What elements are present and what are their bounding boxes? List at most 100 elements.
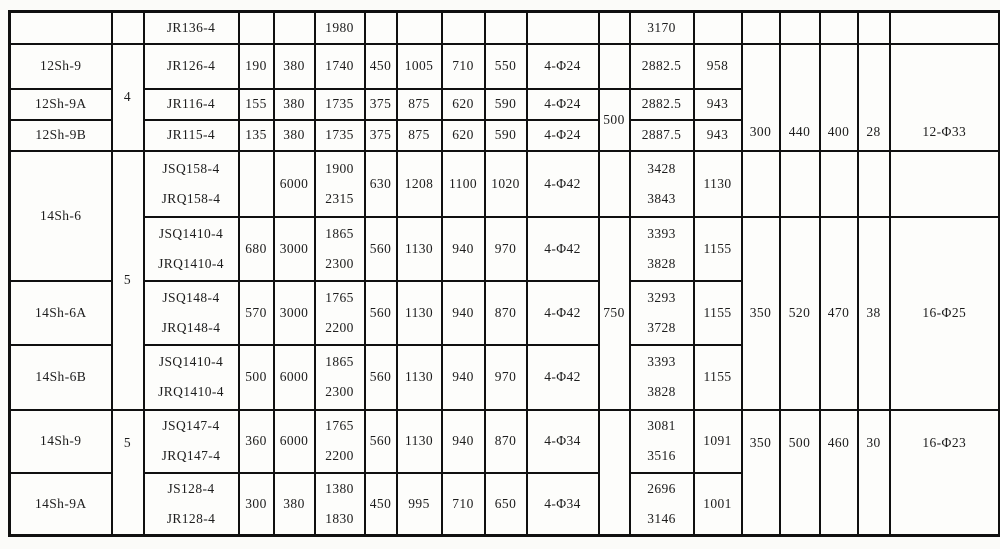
table-cell: 4-Φ42 bbox=[525, 279, 600, 346]
table-cell: 12Sh-9 bbox=[8, 42, 113, 90]
table-cell bbox=[597, 10, 631, 45]
table-cell: 450 bbox=[363, 42, 398, 90]
table-cell: 500 bbox=[237, 343, 275, 411]
table-cell: 14Sh-6B bbox=[8, 343, 113, 411]
table-cell: 4-Φ24 bbox=[525, 42, 600, 90]
table-cell: 4 bbox=[110, 42, 145, 152]
table-cell: 560 bbox=[363, 408, 398, 474]
table-cell: 958 bbox=[692, 42, 743, 90]
table-cell: 350 bbox=[740, 215, 781, 411]
table-row: 14Sh-9 5 JSQ147-4 JRQ147-4 360 6000 1765… bbox=[8, 408, 1000, 537]
table-cell: 1380 1830 bbox=[313, 471, 366, 537]
table-cell bbox=[856, 10, 891, 45]
table-cell: 155 bbox=[237, 87, 275, 121]
table-cell: 14Sh-9A bbox=[8, 471, 113, 537]
table-row: JSQ1410-4 JRQ1410-4 680 3000 1865 2300 5… bbox=[10, 215, 1000, 411]
table-row: 12Sh-9B JR115-4 135 380 1735 375 875 620… bbox=[8, 118, 1000, 152]
table-cell: 520 bbox=[778, 215, 821, 411]
table-cell: 460 bbox=[818, 408, 859, 537]
table-row: 12Sh-9 4 JR126-4 190 380 1740 450 1005 7… bbox=[8, 42, 1000, 152]
table-cell: JS128-4 JR128-4 bbox=[142, 471, 240, 537]
table-cell bbox=[597, 149, 631, 218]
table-cell: 5 bbox=[110, 408, 145, 537]
table-cell: 4-Φ24 bbox=[525, 87, 600, 121]
table-cell bbox=[888, 10, 1000, 45]
table-row: 14Sh-9A JS128-4 JR128-4 300 380 1380 183… bbox=[8, 471, 1000, 537]
table-cell: 1130 bbox=[395, 343, 443, 411]
table-cell: 650 bbox=[483, 471, 528, 537]
table-cell: 750 bbox=[597, 215, 631, 411]
table-cell bbox=[363, 10, 398, 45]
table-row: 14Sh-6B JSQ1410-4 JRQ1410-4 500 6000 186… bbox=[8, 343, 1000, 411]
table-cell: 1100 bbox=[440, 149, 486, 218]
table-cell: 2696 3146 bbox=[628, 471, 695, 537]
table-cell: 710 bbox=[440, 42, 486, 90]
table-cell: 380 bbox=[272, 42, 316, 90]
table-cell bbox=[237, 10, 275, 45]
table-cell: 590 bbox=[483, 118, 528, 152]
table-cell: 14Sh-9 bbox=[8, 408, 113, 474]
table-cell: 1130 bbox=[395, 215, 443, 282]
table-cell: 1001 bbox=[692, 471, 743, 537]
table-cell: 30 bbox=[856, 408, 891, 537]
table-cell: 375 bbox=[363, 87, 398, 121]
table-cell: 940 bbox=[440, 215, 486, 282]
table-cell: 500 bbox=[597, 87, 631, 152]
specification-table: JR136-4 1980 3170 12Sh-9 4 JR126-4 190 3… bbox=[8, 10, 1000, 537]
table-cell: 560 bbox=[363, 343, 398, 411]
table-cell: 940 bbox=[440, 408, 486, 474]
table-cell: 14Sh-6 bbox=[8, 149, 113, 282]
table-cell: 6000 bbox=[272, 149, 316, 218]
table-cell bbox=[110, 10, 145, 45]
table-cell: 3393 3828 bbox=[628, 215, 695, 282]
table-cell: 550 bbox=[483, 42, 528, 90]
table-cell: 470 bbox=[818, 215, 859, 411]
table-cell: 3393 3828 bbox=[628, 343, 695, 411]
table-cell: 2887.5 bbox=[628, 118, 695, 152]
table-cell: 1208 bbox=[395, 149, 443, 218]
table-cell: JSQ147-4 JRQ147-4 bbox=[142, 408, 240, 474]
table-cell: JR116-4 bbox=[142, 87, 240, 121]
table-row: 12Sh-9A JR116-4 155 380 1735 375 875 620… bbox=[8, 87, 1000, 152]
table-cell: 1740 bbox=[313, 42, 366, 90]
table-cell: 870 bbox=[483, 279, 528, 346]
table-cell bbox=[597, 408, 631, 537]
table-cell: 940 bbox=[440, 279, 486, 346]
table-cell: JR115-4 bbox=[142, 118, 240, 152]
table-cell: 1155 bbox=[692, 215, 743, 282]
table-cell: 1155 bbox=[692, 343, 743, 411]
table-cell: 135 bbox=[237, 118, 275, 152]
table-cell: 380 bbox=[272, 471, 316, 537]
table-cell: 1865 2300 bbox=[313, 343, 366, 411]
table-cell: 1091 bbox=[692, 408, 743, 474]
table-cell bbox=[818, 149, 859, 218]
table-cell: 38 bbox=[856, 215, 891, 411]
table-cell: 710 bbox=[440, 471, 486, 537]
table-cell: 1765 2200 bbox=[313, 408, 366, 474]
table-cell: 1155 bbox=[692, 279, 743, 346]
table-cell: 2882.5 bbox=[628, 42, 695, 90]
table-cell bbox=[440, 10, 486, 45]
table-cell: 875 bbox=[395, 87, 443, 121]
table-cell: 1005 bbox=[395, 42, 443, 90]
table-cell bbox=[778, 149, 821, 218]
table-cell bbox=[525, 10, 600, 45]
table-cell: 16-Φ23 bbox=[888, 408, 1000, 537]
table-cell bbox=[740, 149, 781, 218]
table-cell bbox=[818, 10, 859, 45]
table-cell: 12Sh-9B bbox=[8, 118, 113, 152]
table-row: 14Sh-6 5 JSQ158-4 JRQ158-4 6000 1900 231… bbox=[8, 149, 1000, 411]
table-cell bbox=[8, 10, 113, 45]
table-cell: 14Sh-6A bbox=[8, 279, 113, 346]
table-cell bbox=[237, 149, 275, 218]
table-cell: 1900 2315 bbox=[313, 149, 366, 218]
table-cell: 4-Φ24 bbox=[525, 118, 600, 152]
table-cell: 440 bbox=[778, 42, 821, 152]
table-cell: 1020 bbox=[483, 149, 528, 218]
table-cell: 1980 bbox=[313, 10, 366, 45]
table-cell: 400 bbox=[818, 42, 859, 152]
table-cell bbox=[272, 10, 316, 45]
table-cell: 16-Φ25 bbox=[888, 215, 1000, 411]
table-cell: 590 bbox=[483, 87, 528, 121]
table-cell: 3081 3516 bbox=[628, 408, 695, 474]
